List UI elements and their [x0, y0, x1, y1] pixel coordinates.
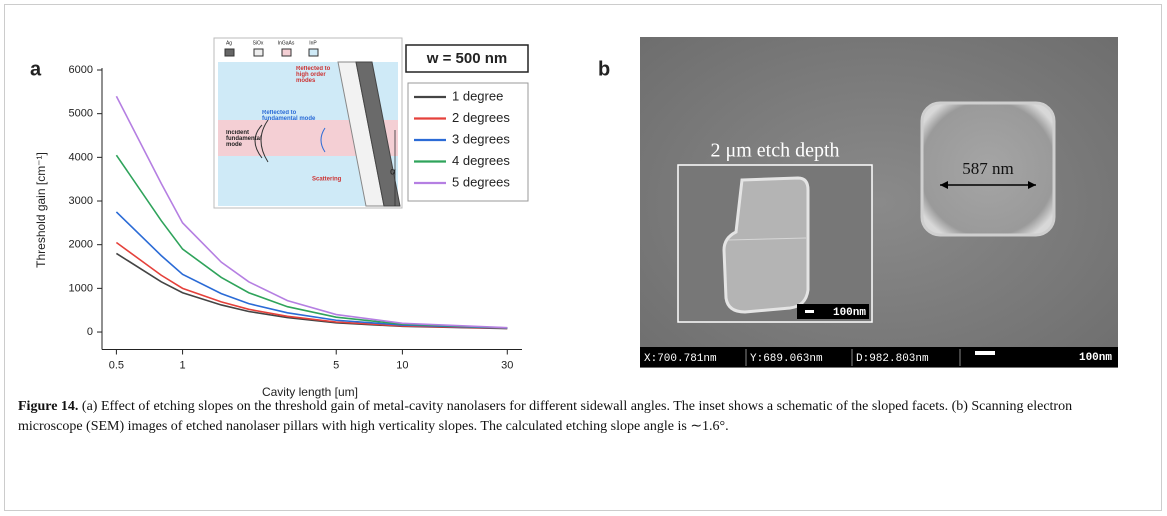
legend-label: 4 degrees	[452, 153, 510, 168]
sem-readout: X:700.781nm	[644, 353, 717, 365]
panel-label: a	[30, 58, 42, 80]
y-tick-label: 6000	[69, 64, 93, 76]
inset-schematic	[213, 37, 403, 209]
series-line	[115, 154, 508, 329]
series-line	[115, 95, 508, 329]
legend-title-box	[405, 44, 529, 73]
sem-size-label: 587 nm	[962, 159, 1013, 178]
x-tick-label: 10	[396, 359, 408, 371]
x-tick-label: 5	[333, 359, 339, 371]
inset-label-text: Reflected to high order modes	[296, 66, 331, 84]
y-tick-label: 0	[87, 326, 93, 338]
legend-label: 2 degrees	[452, 110, 510, 125]
legend-label: 1 degree	[452, 88, 503, 103]
sem-readout: D:982.803nm	[856, 353, 929, 365]
y-tick-label: 1000	[69, 282, 93, 294]
y-tick-label: 4000	[69, 151, 93, 163]
sem-scale: 100nm	[1079, 352, 1112, 364]
y-axis-label: Threshold gain [cm⁻¹]	[34, 152, 48, 268]
x-tick-label: 30	[501, 359, 513, 371]
sem-readout: Y:689.063nm	[750, 353, 823, 365]
inset-label-text: Reflected to fundamental mode	[262, 110, 316, 122]
inset-material: InP	[309, 40, 317, 46]
inset-label-text: Incident fundamental mode	[226, 130, 262, 148]
legend-label: 5 degrees	[452, 174, 510, 189]
legend-title: w = 500 nm	[426, 50, 507, 67]
x-tick-label: 0.5	[109, 359, 124, 371]
caption-label: Figure 14.	[18, 399, 79, 414]
sem-inset-title: 2 μm etch depth	[710, 140, 839, 162]
frame	[4, 4, 1162, 511]
panel-label: b	[598, 58, 610, 80]
legend	[407, 82, 529, 202]
series-line	[115, 241, 508, 330]
y-tick-label: 2000	[69, 239, 93, 251]
caption: Figure 14. (a) Effect of etching slopes …	[18, 397, 1138, 437]
inset-angle: α	[390, 167, 396, 178]
inset-material: InGaAs	[278, 40, 295, 46]
sem-inset-scale: 100nm	[833, 307, 866, 319]
y-tick-label: 3000	[69, 195, 93, 207]
sem-image	[640, 37, 1118, 368]
inset-label: Incident fundamental mode	[226, 130, 262, 148]
legend-label: 3 degrees	[452, 131, 510, 146]
inset-material: SiOx	[253, 40, 264, 46]
x-axis-label: Cavity length [um]	[262, 385, 358, 399]
inset-label: Reflected to fundamental mode	[262, 110, 316, 122]
inset-label: Scattering	[312, 177, 342, 183]
caption-text: (a) Effect of etching slopes on the thre…	[18, 399, 1073, 434]
y-tick-label: 5000	[69, 108, 93, 120]
x-tick-label: 1	[180, 359, 186, 371]
inset-label: Reflected to high order modes	[296, 66, 331, 84]
series-line	[115, 211, 508, 329]
inset-material: Ag	[226, 40, 232, 46]
